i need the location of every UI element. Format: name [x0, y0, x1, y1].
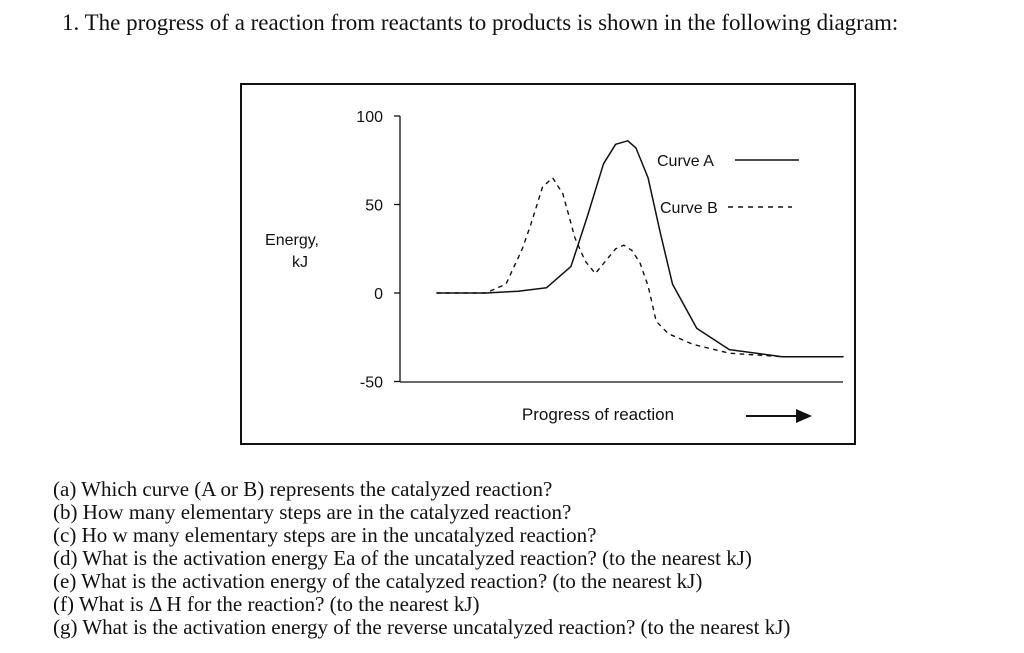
sub-question: (f) What is Δ H for the reaction? (to th… [53, 592, 480, 616]
question-number: 1. [62, 10, 80, 35]
sub-question: (c) Ho w many elementary steps are in th… [53, 523, 597, 547]
legend-label: Curve A [657, 153, 714, 170]
chart-labels: Energy, kJ Progress of reaction [265, 232, 812, 424]
x-axis-label: Progress of reaction [522, 405, 674, 424]
sub-question: (d) What is the activation energy Ea of … [53, 546, 752, 570]
y-axis-label-line: Energy, [265, 232, 319, 249]
y-axis-label-line: kJ [292, 254, 308, 271]
y-axis-label: Energy, kJ [265, 232, 319, 271]
chart-legend: Curve A Curve B [657, 153, 799, 217]
question-text: The progress of a reaction from reactant… [84, 10, 899, 35]
sub-question: (b) How many elementary steps are in the… [53, 500, 572, 524]
question-title: 1. The progress of a reaction from react… [62, 10, 898, 36]
chart-series [436, 140, 844, 358]
sub-question: (e) What is the activation energy of the… [53, 569, 703, 593]
y-tick-label: -50 [360, 375, 383, 392]
curve-a-line [436, 140, 844, 358]
sub-question: (g) What is the activation energy of the… [53, 615, 791, 639]
y-tick-label: 0 [374, 286, 383, 303]
chart-axes [399, 116, 843, 383]
sub-question: (a) Which curve (A or B) represents the … [53, 477, 553, 501]
y-tick-label: 100 [356, 109, 383, 126]
progress-arrow-head [796, 409, 812, 423]
y-ticks: 100 50 0 -50 [356, 109, 400, 392]
y-tick-label: 50 [365, 198, 383, 215]
legend-label: Curve B [660, 200, 718, 217]
figure-frame [240, 83, 856, 445]
curve-b-line [436, 177, 844, 358]
